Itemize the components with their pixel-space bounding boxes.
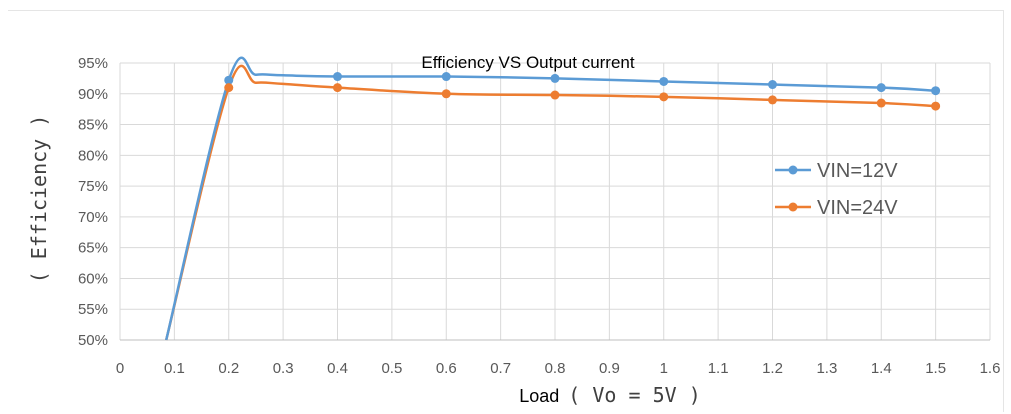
grid (119, 62, 991, 341)
x-tick-label: 0.1 (164, 360, 185, 377)
x-tick-label: 1.1 (708, 360, 729, 377)
data-point-vin-12v (333, 72, 342, 82)
series-points (224, 72, 941, 111)
y-tick-label: 95% (78, 55, 108, 72)
y-tick-label: 85% (78, 117, 108, 134)
data-point-vin-12v (550, 73, 560, 83)
y-axis-title: ( Efficiency ) (27, 115, 51, 284)
x-tick-label: 0.9 (599, 360, 620, 377)
legend: VIN=12V VIN=24V (775, 160, 898, 219)
data-point-vin-24v (441, 89, 451, 99)
y-tick-label: 60% (78, 270, 108, 287)
data-point-vin-24v (659, 92, 669, 102)
y-tick-label: 75% (78, 178, 108, 195)
series-line-vin-24v (165, 64, 936, 341)
data-point-vin-24v (550, 90, 560, 100)
legend-label: VIN=24V (817, 197, 898, 219)
x-tick-label: 1 (660, 360, 668, 377)
chart-title: Efficiency VS Output current (421, 53, 635, 72)
series-lines (165, 56, 936, 341)
x-axis-title: Load ( Vo = 5V ) (519, 383, 701, 407)
x-tick-label: 0.6 (436, 360, 457, 377)
x-tick-label: 1.6 (980, 360, 1001, 377)
x-tick-label: 0.4 (327, 360, 348, 377)
x-axis-title-suffix: ( Vo = 5V ) (568, 383, 700, 407)
data-point-vin-12v (224, 75, 234, 85)
legend-label: VIN=12V (817, 160, 898, 182)
data-point-vin-12v (931, 86, 941, 96)
chart-frame (8, 10, 1004, 412)
data-point-vin-12v (876, 83, 886, 93)
y-axis-ticks: 50% 55% 60% 65% 70% 75% 80% 85% 90% 95% (78, 55, 108, 349)
x-tick-label: 0.7 (490, 360, 511, 377)
legend-item-vin-12v: VIN=12V (775, 160, 898, 182)
data-point-vin-12v (659, 76, 669, 86)
x-tick-label: 0.3 (273, 360, 294, 377)
y-tick-label: 80% (78, 147, 108, 164)
legend-swatch-marker (788, 165, 798, 175)
data-point-vin-24v (333, 83, 342, 93)
x-tick-label: 0.2 (218, 360, 239, 377)
series-line-vin-12v (165, 56, 936, 341)
x-tick-label: 1.4 (871, 360, 892, 377)
data-point-vin-12v (768, 80, 777, 90)
y-tick-label: 90% (78, 86, 108, 103)
data-point-vin-12v (441, 72, 451, 82)
x-tick-label: 1.3 (816, 360, 837, 377)
data-point-vin-24v (224, 83, 234, 93)
data-point-vin-24v (876, 98, 886, 108)
y-tick-label: 50% (78, 332, 108, 349)
x-tick-label: 1.5 (925, 360, 946, 377)
y-tick-label: 70% (78, 209, 108, 226)
y-tick-label: 55% (78, 301, 108, 318)
x-tick-label: 0.5 (381, 360, 402, 377)
x-tick-label: 0 (116, 360, 124, 377)
legend-swatch-marker (788, 202, 798, 212)
legend-item-vin-24v: VIN=24V (775, 197, 898, 219)
data-point-vin-24v (768, 95, 777, 105)
x-tick-label: 0.8 (545, 360, 566, 377)
y-tick-label: 65% (78, 240, 108, 257)
x-axis-ticks: 0 0.1 0.2 0.3 0.4 0.5 0.6 0.7 0.8 0.9 1 1.1 1.2 1.3 1.… (116, 360, 1001, 377)
x-tick-label: 1.2 (762, 360, 783, 377)
data-point-vin-24v (931, 101, 941, 111)
x-axis-title-prefix: Load (519, 386, 559, 406)
